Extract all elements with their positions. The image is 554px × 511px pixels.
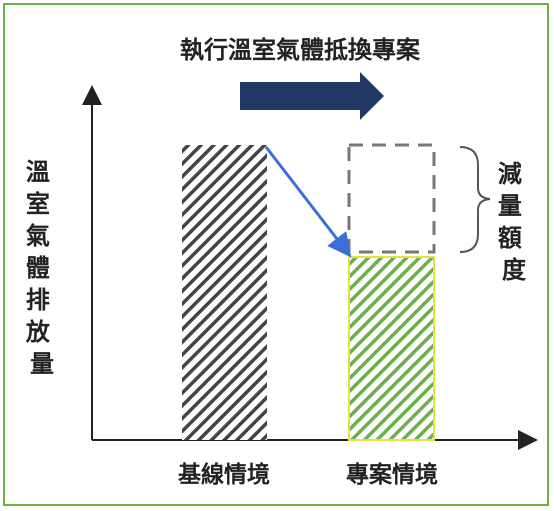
reduction-label: 減 量 額 度 — [498, 160, 530, 284]
y-axis-label-char: 排 — [26, 286, 50, 314]
reduction-label-char: 減 — [498, 160, 522, 188]
project-bar — [348, 256, 435, 441]
baseline-bar — [182, 145, 267, 440]
diagram-title: 執行溫室氣體抵換專案 — [180, 36, 421, 64]
direction-arrow-icon — [240, 72, 384, 120]
y-axis-label-char: 放 — [25, 318, 51, 346]
y-axis-label-char: 室 — [26, 190, 50, 218]
category-label-baseline: 基線情境 — [178, 461, 270, 488]
y-axis-label-char: 溫 — [26, 158, 50, 186]
reduction-dashed-box — [347, 143, 436, 254]
reduction-pointer-arrow — [264, 146, 352, 258]
y-axis-label-char: 量 — [30, 350, 54, 378]
y-axis-label: 溫 室 氣 體 排 放 量 — [25, 158, 58, 378]
y-axis-label-char: 氣 — [26, 222, 50, 250]
reduction-label-char: 額 — [498, 224, 522, 252]
category-label-project: 專案情境 — [346, 461, 438, 488]
reduction-brace — [459, 146, 491, 253]
reduction-label-char: 量 — [498, 192, 522, 220]
y-axis-label-char: 體 — [26, 254, 50, 282]
reduction-label-char: 度 — [502, 256, 527, 284]
